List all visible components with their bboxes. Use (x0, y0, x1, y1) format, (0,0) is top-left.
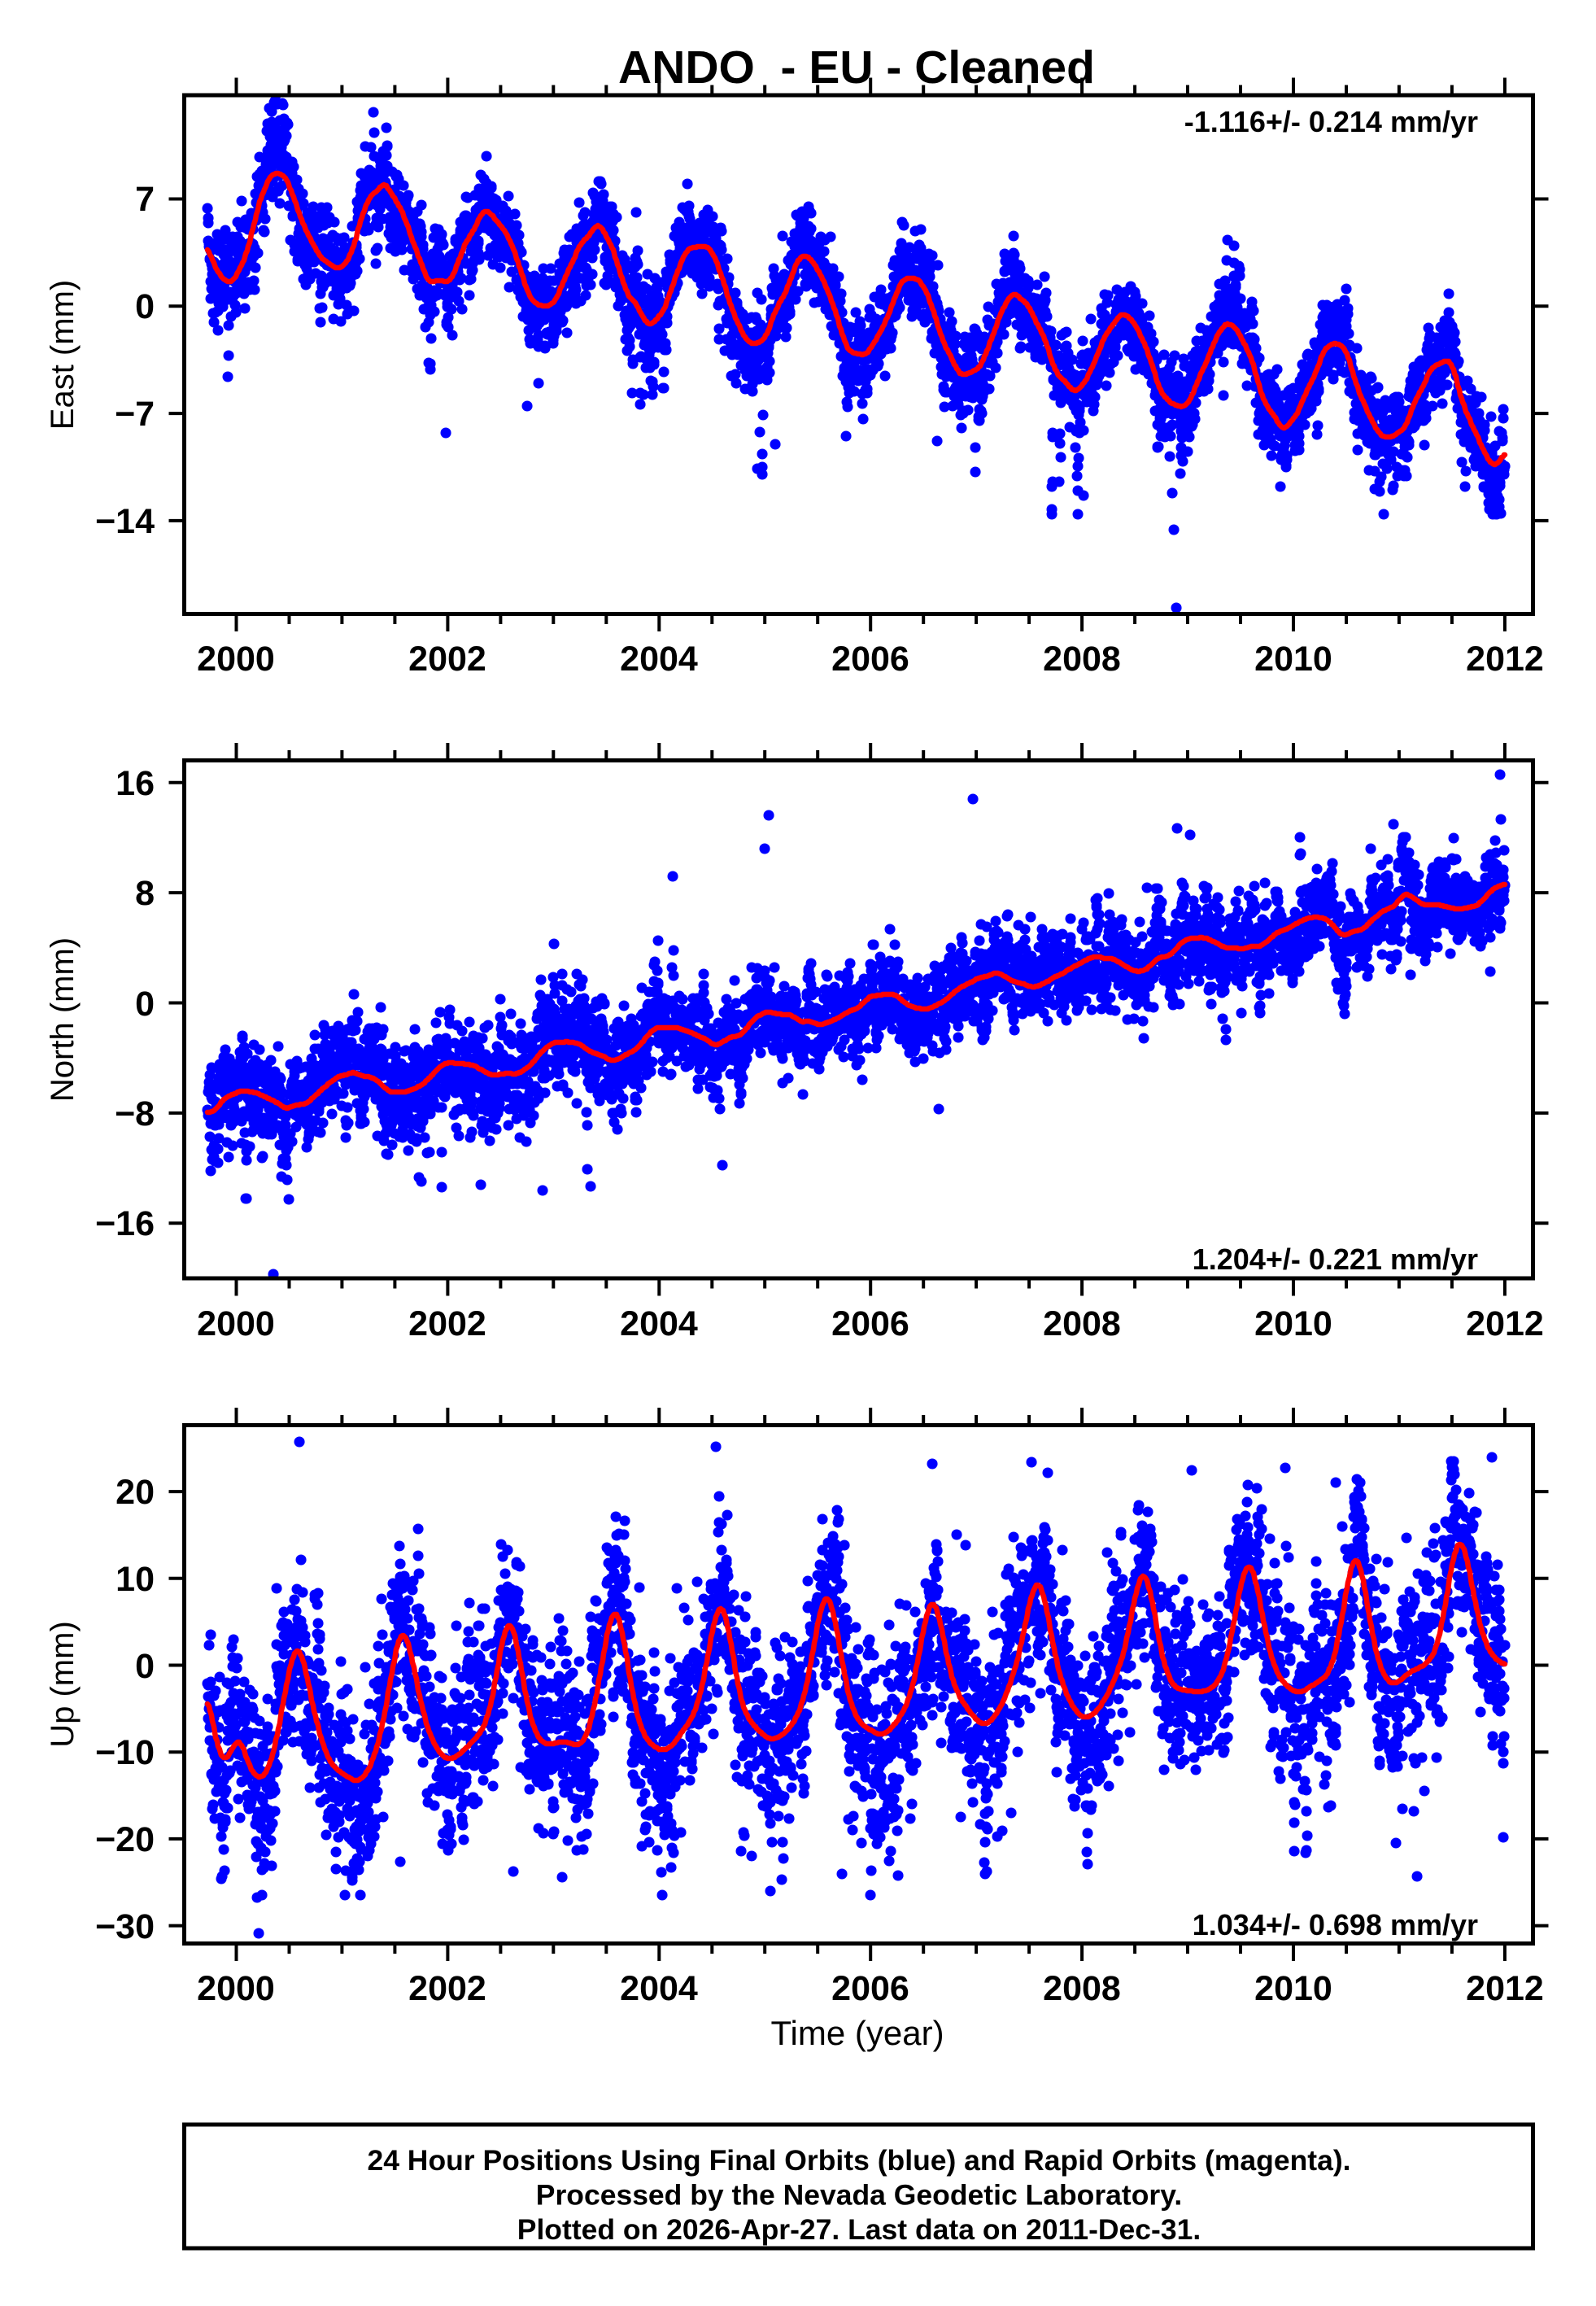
svg-text:Processed by the Nevada Geodet: Processed by the Nevada Geodetic Laborat… (536, 2179, 1182, 2212)
svg-text:2004: 2004 (620, 1304, 698, 1343)
svg-text:2006: 2006 (831, 640, 909, 679)
svg-text:ANDO - EU - Cleaned: ANDO - EU - Cleaned (618, 41, 1095, 94)
svg-text:−8: −8 (115, 1094, 155, 1133)
svg-text:−30: −30 (95, 1907, 155, 1946)
svg-text:2008: 2008 (1043, 640, 1121, 679)
svg-text:−14: −14 (95, 502, 155, 541)
svg-text:16: 16 (116, 764, 155, 803)
svg-text:2006: 2006 (831, 1969, 909, 2008)
svg-text:2004: 2004 (620, 1969, 698, 2008)
svg-text:10: 10 (116, 1560, 155, 1599)
svg-text:Time (year): Time (year) (770, 2014, 944, 2052)
svg-text:1.034+/- 0.698 mm/yr: 1.034+/- 0.698 mm/yr (1193, 1908, 1478, 1941)
svg-text:Plotted on 2026-Apr-27. Last d: Plotted on 2026-Apr-27. Last data on 201… (517, 2213, 1201, 2246)
svg-text:−7: −7 (115, 395, 155, 434)
svg-text:2004: 2004 (620, 640, 698, 679)
svg-text:2010: 2010 (1254, 640, 1332, 679)
svg-text:2010: 2010 (1254, 1969, 1332, 2008)
svg-text:−20: −20 (95, 1820, 155, 1859)
svg-text:20: 20 (116, 1473, 155, 1512)
svg-text:2000: 2000 (197, 1304, 275, 1343)
svg-text:−16: −16 (95, 1204, 155, 1243)
svg-text:8: 8 (135, 874, 155, 913)
svg-text:7: 7 (135, 180, 155, 219)
svg-text:2006: 2006 (831, 1304, 909, 1343)
svg-text:2000: 2000 (197, 640, 275, 679)
svg-text:2002: 2002 (408, 640, 486, 679)
svg-text:2012: 2012 (1466, 1969, 1544, 2008)
svg-text:2012: 2012 (1466, 640, 1544, 679)
svg-text:-1.116+/- 0.214 mm/yr: -1.116+/- 0.214 mm/yr (1184, 105, 1478, 138)
svg-text:2010: 2010 (1254, 1304, 1332, 1343)
svg-text:2012: 2012 (1466, 1304, 1544, 1343)
svg-text:2002: 2002 (408, 1969, 486, 2008)
svg-text:0: 0 (135, 985, 155, 1024)
svg-text:North (mm): North (mm) (45, 937, 81, 1102)
svg-text:Up (mm): Up (mm) (45, 1621, 81, 1748)
svg-text:0: 0 (135, 1647, 155, 1686)
svg-text:−10: −10 (95, 1733, 155, 1772)
svg-text:24 Hour Positions Using Final: 24 Hour Positions Using Final Orbits (bl… (367, 2144, 1350, 2177)
svg-text:2002: 2002 (408, 1304, 486, 1343)
svg-text:2008: 2008 (1043, 1304, 1121, 1343)
svg-text:East (mm): East (mm) (45, 280, 81, 430)
svg-text:2008: 2008 (1043, 1969, 1121, 2008)
svg-text:1.204+/- 0.221 mm/yr: 1.204+/- 0.221 mm/yr (1193, 1243, 1478, 1276)
svg-text:2000: 2000 (197, 1969, 275, 2008)
svg-text:0: 0 (135, 287, 155, 326)
